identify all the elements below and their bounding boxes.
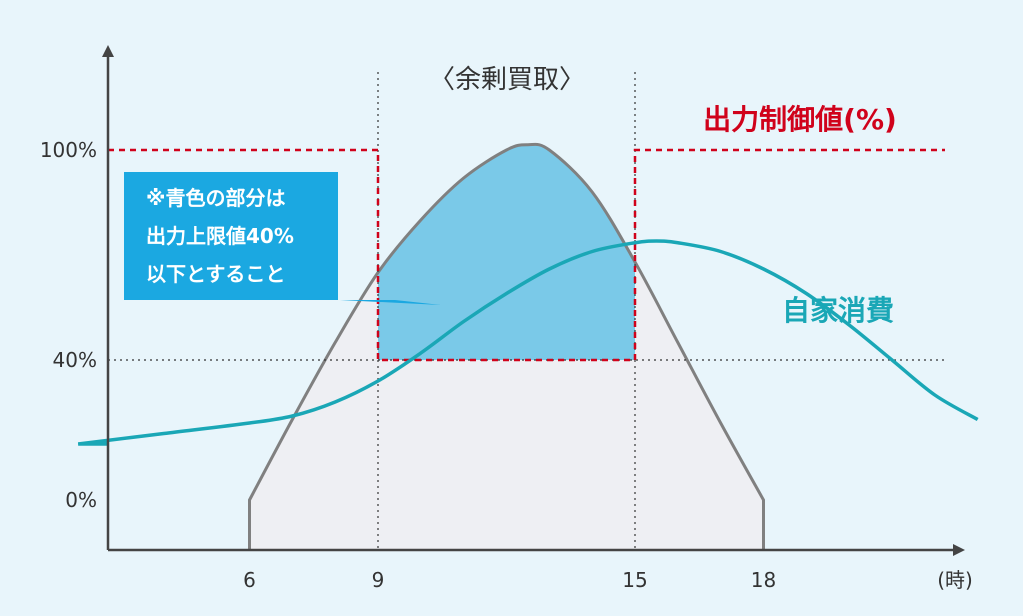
y-tick-label: 40% [53,348,97,372]
callout-line-1: ※青色の部分は [146,186,285,210]
y-axis-arrow [102,45,114,57]
x-tick-label: 6 [243,568,256,592]
x-axis-label: (時) [937,568,973,592]
tick-labels: 6 9 15 18 100% 40% 0% [40,138,776,592]
control-series-label: 出力制御値(%) [703,103,897,136]
callout-line-3: 以下とすること [146,262,285,286]
x-axis-arrow [953,544,965,556]
callout-line-2: 出力上限値40% [146,224,294,248]
x-tick-label: 15 [622,568,647,592]
reference-lines [108,72,945,550]
y-tick-label: 0% [65,488,97,512]
x-tick-label: 18 [751,568,776,592]
x-tick-label: 9 [372,568,385,592]
generation-curve [248,142,765,550]
chart-title: 〈余剰買取〉 [429,65,585,95]
consumption-series-label: 自家消費 [782,294,894,327]
output-control-line [108,148,945,362]
self-consumption-curve [77,239,979,446]
callout-pointer [124,172,441,305]
y-tick-label: 100% [40,138,97,162]
axes [102,45,965,556]
callout-box: ※青色の部分は 出力上限値40% 以下とすること [124,172,441,305]
